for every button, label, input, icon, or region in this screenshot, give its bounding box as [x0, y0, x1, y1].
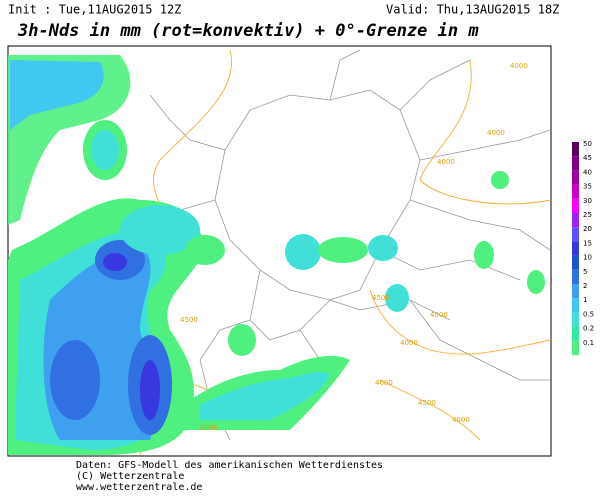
- contour-label: 4000: [437, 158, 455, 166]
- scale-swatch: [572, 156, 579, 171]
- scale-swatch: [572, 241, 579, 256]
- scale-label: 0.5: [583, 310, 594, 318]
- scale-swatch: [572, 142, 579, 157]
- scale-swatch: [572, 213, 579, 228]
- footer: Daten: GFS-Modell des amerikanischen Wet…: [76, 460, 383, 493]
- contour-label: 4000: [510, 62, 528, 70]
- scale-swatch: [572, 326, 579, 341]
- footer-line: Daten: GFS-Modell des amerikanischen Wet…: [76, 460, 383, 471]
- scale-label: 35: [583, 183, 592, 191]
- scale-swatch: [572, 170, 579, 185]
- scale-label: 50: [583, 140, 592, 148]
- init-time: Init : Tue,11AUG2015 12Z: [8, 3, 181, 17]
- scale-swatch: [572, 198, 579, 213]
- scale-label: 0.2: [583, 325, 594, 333]
- scale-swatch: [572, 227, 579, 242]
- valid-time: Valid: Thu,13AUG2015 18Z: [386, 3, 559, 17]
- contour-label: 4500: [418, 399, 436, 407]
- scale-label: 45: [583, 154, 592, 162]
- scale-swatch: [572, 269, 579, 284]
- scale-label: 1: [583, 296, 587, 304]
- contour-label: 4000: [430, 311, 448, 319]
- contour-label: 4500: [372, 294, 390, 302]
- scale-swatch: [572, 340, 579, 355]
- scale-swatch: [572, 298, 579, 313]
- contour-label: 4500: [180, 316, 198, 324]
- contour-label: 4000: [487, 129, 505, 137]
- scale-swatch: [572, 255, 579, 270]
- scale-label: 0.1: [583, 339, 594, 347]
- contour-label: 4000: [200, 424, 218, 432]
- scale-label: 40: [583, 168, 592, 176]
- scale-label: 10: [583, 254, 592, 262]
- precipitation-areas: [8, 55, 545, 455]
- map-title: 3h-Nds in mm (rot=konvektiv) + 0°-Grenze…: [17, 21, 479, 41]
- contour-label: 4000: [400, 339, 418, 347]
- scale-swatch: [572, 184, 579, 199]
- contour-labels: 4000 4000 4000 4500 4000 4500 4000 4000 4500 4000…: [180, 62, 528, 432]
- color-scale: 50 45 40 35 30 25 20 15 10 5 2 1 0.5 0.2 0.1: [572, 140, 594, 355]
- scale-swatch: [572, 284, 579, 299]
- scale-label: 5: [583, 268, 587, 276]
- scale-label: 25: [583, 211, 592, 219]
- scale-swatch: [572, 312, 579, 327]
- contour-label: 4000: [375, 379, 393, 387]
- scale-label: 15: [583, 239, 592, 247]
- footer-line: (C) Wetterzentrale: [76, 471, 184, 482]
- footer-line: www.wetterzentrale.de: [76, 482, 202, 492]
- map-area: 4000 4000 4000 4500 4000 4500 4000 4000 4500 4000…: [7, 45, 552, 457]
- scale-label: 30: [583, 197, 592, 205]
- scale-label: 20: [583, 225, 592, 233]
- scale-label: 2: [583, 282, 587, 290]
- contour-label: 4000: [452, 416, 470, 424]
